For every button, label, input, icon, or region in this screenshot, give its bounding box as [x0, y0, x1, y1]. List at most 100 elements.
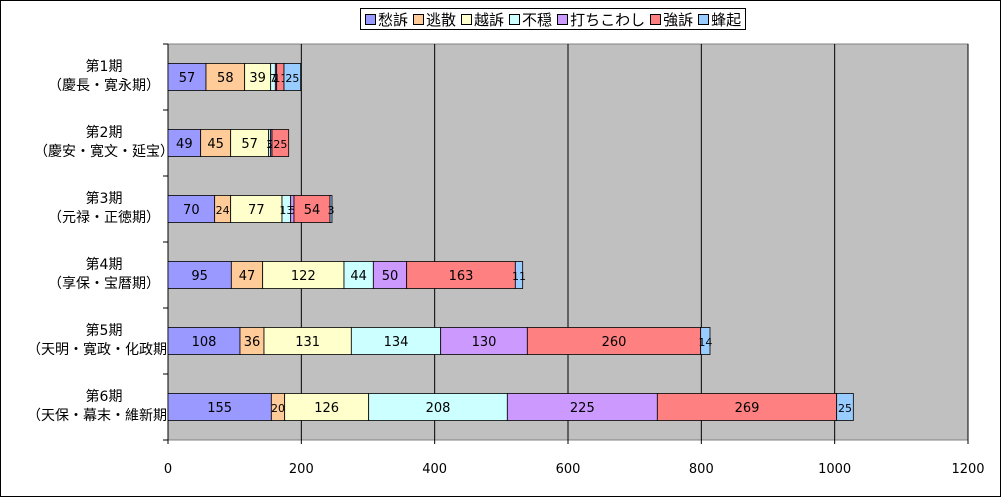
data-label: 130 [472, 335, 497, 350]
bar-segment [343, 261, 374, 289]
data-label: 25 [285, 72, 299, 85]
bar-segment [230, 261, 264, 289]
data-label: 14 [698, 336, 712, 349]
legend-label: 打ちこわし [570, 10, 646, 29]
bar-segment [167, 393, 272, 421]
legend-item: 打ちこわし [557, 9, 645, 30]
data-label: 208 [426, 401, 451, 416]
bar-segment [406, 261, 516, 289]
bar-segment [836, 393, 854, 421]
legend-label: 愁訴 [378, 10, 409, 29]
data-label: 47 [239, 269, 256, 284]
bar-segment [262, 261, 345, 289]
data-label: 70 [183, 203, 200, 218]
data-label: 11 [512, 270, 526, 283]
data-label: 45 [207, 137, 224, 152]
data-label: 36 [244, 335, 261, 350]
legend-swatch [650, 13, 662, 25]
category-sublabel: （元禄・正徳期） [48, 210, 160, 226]
bar-segment [656, 393, 838, 421]
data-label: 49 [176, 137, 193, 152]
legend-swatch [365, 13, 376, 25]
bar-segment [271, 129, 290, 157]
bar-segment [284, 393, 370, 421]
data-label: 44 [350, 269, 367, 284]
bar-segment [205, 63, 246, 91]
bar-segment [167, 63, 207, 91]
bar-segment [368, 393, 508, 421]
data-label: 77 [248, 203, 265, 218]
legend-item: 越訴 [461, 9, 504, 30]
category-label: 第2期 [86, 124, 123, 141]
legend-item: 強訴 [650, 9, 693, 30]
data-label: 13 [279, 204, 293, 217]
data-label: 50 [382, 269, 399, 284]
data-label: 25 [273, 138, 287, 151]
x-tick-label: 600 [556, 462, 581, 477]
legend-item: 蜂起 [698, 9, 741, 30]
category-sublabel: （天明・寛政・化政期） [27, 341, 181, 358]
data-label: 95 [191, 269, 208, 284]
category-label: 第6期 [86, 388, 123, 405]
category-sublabel: （天保・幕末・維新期） [27, 408, 181, 424]
data-label: 260 [602, 335, 627, 350]
bar-segment [514, 261, 524, 289]
x-tick-label: 200 [289, 462, 314, 477]
data-label: 155 [207, 401, 232, 416]
data-label: 269 [735, 401, 760, 416]
category-label: 第3期 [86, 190, 123, 207]
bar-segment [244, 63, 272, 91]
data-label: 122 [291, 269, 316, 284]
bar-segment [350, 327, 442, 355]
legend-swatch [461, 13, 473, 25]
bar-segment [167, 129, 202, 157]
category-sublabel: （慶安・寛文・延宝） [34, 143, 174, 160]
data-label: 2 [268, 138, 275, 151]
data-label: 126 [314, 401, 339, 416]
bar-segment [700, 327, 711, 355]
x-tick-label: 0 [164, 462, 172, 477]
data-label: 163 [449, 269, 474, 284]
bar-segment [230, 129, 270, 157]
data-label: 24 [216, 204, 230, 217]
data-label: 2 [273, 72, 280, 85]
data-label: 131 [295, 335, 320, 350]
bar-segment [167, 261, 232, 289]
data-label: 39 [249, 71, 266, 86]
data-label: 57 [241, 137, 258, 152]
bar-segment [167, 327, 241, 355]
data-label: 57 [179, 71, 196, 86]
bar-segment [167, 195, 216, 223]
data-label: 3 [328, 204, 335, 217]
category-label: 第4期 [86, 256, 123, 273]
data-label: 5 [289, 204, 296, 217]
legend-swatch [557, 13, 569, 25]
data-label: 225 [570, 401, 595, 416]
category-sublabel: （享保・宝暦期） [48, 275, 160, 292]
data-label: 108 [192, 335, 217, 350]
bar-segment [372, 261, 408, 289]
legend-swatch [509, 13, 521, 25]
legend-label: 強訴 [663, 10, 694, 29]
x-tick-label: 1200 [951, 462, 984, 477]
bar-segment [440, 327, 528, 355]
data-label: 54 [304, 203, 321, 218]
bar-segment [283, 63, 302, 91]
legend-swatch [698, 13, 710, 25]
category-sublabel: （慶長・寛永期） [48, 77, 160, 94]
data-label: 20 [271, 402, 285, 415]
legend-item: 愁訴 [365, 9, 408, 30]
bar-segment [526, 327, 702, 355]
bar-segment [329, 195, 333, 223]
legend: 愁訴 逃散 越訴 不穏 打ちこわし 強訴 蜂起 [360, 8, 747, 30]
bar-segment [200, 129, 232, 157]
legend-label: 越訴 [474, 10, 505, 29]
legend-label: 不穏 [522, 10, 553, 29]
data-label: 25 [838, 402, 852, 415]
x-tick-label: 1000 [818, 462, 851, 477]
category-label: 第1期 [86, 58, 123, 75]
legend-label: 蜂起 [711, 10, 742, 29]
bar-segment [230, 195, 283, 223]
x-tick-label: 400 [422, 462, 447, 477]
